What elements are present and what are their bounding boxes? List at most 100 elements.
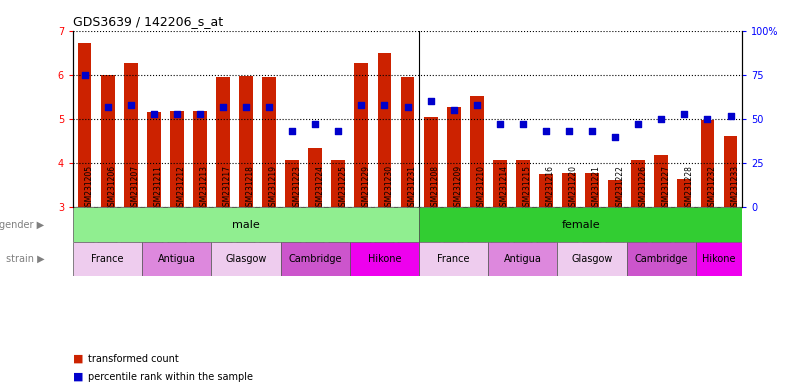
Bar [652, 207, 671, 276]
Bar [144, 207, 163, 276]
Bar [677, 179, 691, 207]
Bar [721, 207, 740, 276]
Text: male: male [232, 220, 260, 230]
Text: GDS3639 / 142206_s_at: GDS3639 / 142206_s_at [73, 15, 223, 28]
Text: percentile rank within the sample: percentile rank within the sample [88, 371, 252, 382]
Bar [122, 207, 140, 276]
Text: GSM231214: GSM231214 [500, 165, 508, 211]
Point [586, 128, 599, 134]
Text: GSM231230: GSM231230 [384, 165, 393, 211]
Text: GSM231205: GSM231205 [84, 165, 93, 211]
Bar [75, 207, 94, 276]
Bar [444, 207, 463, 276]
Text: Antigua: Antigua [504, 254, 542, 264]
Point [517, 121, 530, 127]
Bar [698, 207, 717, 276]
Point [632, 121, 645, 127]
Point [724, 113, 737, 119]
Bar [631, 160, 646, 207]
Bar [423, 117, 437, 207]
Bar [557, 242, 627, 276]
Text: GSM231213: GSM231213 [200, 165, 209, 211]
Bar [237, 207, 255, 276]
Point [193, 111, 206, 117]
Point [170, 111, 183, 117]
Bar [142, 242, 212, 276]
Text: France: France [437, 254, 470, 264]
Text: GSM231225: GSM231225 [338, 165, 347, 211]
Bar [214, 207, 232, 276]
Point [470, 102, 483, 108]
Point [263, 104, 276, 110]
Point [447, 107, 460, 113]
Point [78, 72, 91, 78]
Text: strain ▶: strain ▶ [6, 254, 45, 264]
Text: Glasgow: Glasgow [572, 254, 613, 264]
Bar [73, 242, 142, 276]
Bar [216, 77, 230, 207]
Point [424, 98, 437, 104]
Point [401, 104, 414, 110]
Bar [560, 207, 578, 276]
Bar [354, 63, 368, 207]
Text: GSM231209: GSM231209 [453, 165, 462, 211]
Point [701, 116, 714, 122]
Text: Hikone: Hikone [367, 254, 401, 264]
Bar [212, 242, 281, 276]
Bar [78, 43, 92, 207]
Text: GSM231222: GSM231222 [616, 165, 624, 211]
Text: GSM231228: GSM231228 [684, 165, 693, 211]
Text: GSM231219: GSM231219 [269, 165, 278, 211]
Point [101, 104, 114, 110]
Bar [124, 63, 138, 207]
Point [678, 111, 691, 117]
Point [285, 128, 298, 134]
Text: gender ▶: gender ▶ [0, 220, 45, 230]
Text: GSM231207: GSM231207 [131, 165, 139, 211]
Text: GSM231229: GSM231229 [362, 165, 371, 211]
Point [355, 102, 368, 108]
Bar [262, 77, 276, 207]
Point [378, 102, 391, 108]
Bar [352, 207, 371, 276]
Bar [627, 242, 696, 276]
Bar [447, 107, 461, 207]
Point [563, 128, 576, 134]
Bar [239, 76, 253, 207]
Text: GSM231206: GSM231206 [108, 165, 117, 211]
Text: GSM231233: GSM231233 [731, 165, 740, 211]
Bar [306, 207, 324, 276]
Bar [147, 113, 161, 207]
Bar [332, 160, 345, 207]
Bar [470, 96, 483, 207]
Text: GSM231216: GSM231216 [546, 165, 555, 211]
Text: ■: ■ [73, 354, 84, 364]
Bar [193, 111, 207, 207]
Bar [101, 75, 114, 207]
Text: GSM231217: GSM231217 [223, 165, 232, 211]
Text: GSM231231: GSM231231 [408, 165, 417, 211]
Point [309, 121, 322, 127]
Bar [168, 207, 186, 276]
Bar [516, 160, 530, 207]
Text: GSM231211: GSM231211 [154, 165, 163, 211]
Bar [285, 160, 299, 207]
Bar [191, 207, 209, 276]
Bar [378, 53, 392, 207]
Bar [283, 207, 302, 276]
Text: GSM231212: GSM231212 [177, 165, 186, 211]
Bar [608, 180, 622, 207]
Bar [467, 207, 486, 276]
Text: Cambridge: Cambridge [289, 254, 342, 264]
Bar [562, 173, 576, 207]
Text: GSM231215: GSM231215 [523, 165, 532, 211]
Text: GSM231223: GSM231223 [292, 165, 301, 211]
Point [217, 104, 230, 110]
Bar [696, 242, 742, 276]
Text: France: France [92, 254, 124, 264]
Point [239, 104, 252, 110]
Bar [539, 174, 553, 207]
Point [148, 111, 161, 117]
Bar [701, 120, 714, 207]
Text: Glasgow: Glasgow [225, 254, 267, 264]
